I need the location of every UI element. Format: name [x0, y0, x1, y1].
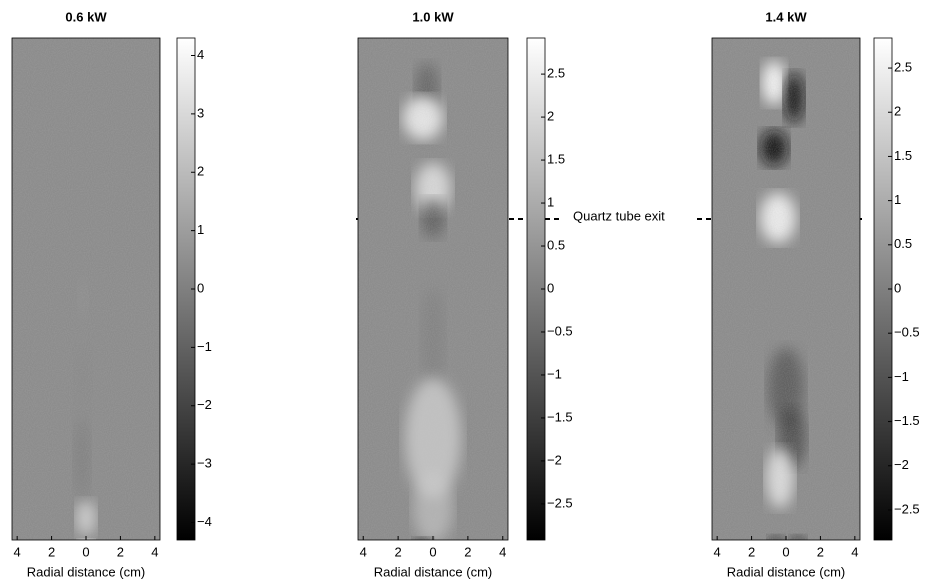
x-tick-label: 2 — [48, 544, 55, 559]
colorbar-tick-label: −2.5 — [547, 495, 573, 510]
colorbar-tick-label: 2 — [547, 109, 554, 124]
image-panel — [12, 38, 160, 540]
x-tick-label: 2 — [117, 544, 124, 559]
colorbar-tick-label: −1 — [197, 339, 212, 354]
x-axis-label: Radial distance (cm) — [374, 564, 493, 579]
colorbar-tick-label: 0 — [547, 280, 554, 295]
colorbar-tick-label: 1 — [547, 194, 554, 209]
colorbar-tick-label: 3 — [197, 105, 204, 120]
colorbar-tick-label: 0 — [197, 280, 204, 295]
colorbar-tick-label: 4 — [197, 47, 204, 62]
colorbar-tick-label: −2 — [547, 452, 562, 467]
colorbar-tick-label: −0.5 — [894, 325, 920, 340]
x-tick-label: 2 — [464, 544, 471, 559]
x-tick-label: 4 — [360, 544, 367, 559]
x-tick-label: 4 — [14, 544, 21, 559]
colorbar-tick-label: −2 — [197, 397, 212, 412]
colorbar-tick-label: −1 — [894, 369, 909, 384]
colorbar-tick-label: 0.5 — [894, 236, 912, 251]
image-noise — [12, 38, 160, 540]
colorbar-tick-label: −2.5 — [894, 501, 920, 516]
colorbar-tick-label: 1 — [197, 222, 204, 237]
x-tick-label: 4 — [714, 544, 721, 559]
colorbar-tick-label: 2 — [197, 164, 204, 179]
x-tick-label: 2 — [394, 544, 401, 559]
x-tick-label: 4 — [499, 544, 506, 559]
colorbar-tick-label: 2.5 — [547, 66, 565, 81]
x-tick-label: 4 — [151, 544, 158, 559]
colorbar-tick-label: 2.5 — [894, 59, 912, 74]
x-axis-label: Radial distance (cm) — [27, 564, 146, 579]
colorbar-tick-label: 2 — [894, 104, 901, 119]
x-axis-label: Radial distance (cm) — [727, 564, 846, 579]
panel-title: 0.6 kW — [65, 9, 107, 24]
colorbar-tick-label: −4 — [197, 514, 212, 529]
image-noise — [358, 38, 508, 540]
x-tick-label: 0 — [82, 544, 89, 559]
annotation: Quartz tube exit — [573, 208, 665, 223]
colorbar-tick-label: 0.5 — [547, 237, 565, 252]
colorbar-tick-label: −1.5 — [547, 409, 573, 424]
panel-title: 1.0 kW — [412, 9, 454, 24]
colorbar-tick-label: −3 — [197, 456, 212, 471]
colorbar-tick-label: −1 — [547, 366, 562, 381]
x-tick-label: 4 — [851, 544, 858, 559]
panel-title: 1.4 kW — [765, 9, 807, 24]
x-tick-label: 2 — [817, 544, 824, 559]
x-tick-label: 0 — [429, 544, 436, 559]
image-panel — [358, 38, 508, 540]
colorbar-tick-label: 0 — [894, 280, 901, 295]
x-tick-label: 0 — [782, 544, 789, 559]
colorbar-tick-label: −2 — [894, 457, 909, 472]
colorbar-tick-label: 1 — [894, 192, 901, 207]
colorbar-tick-label: −0.5 — [547, 323, 573, 338]
x-tick-label: 2 — [748, 544, 755, 559]
colorbar-tick-label: 1.5 — [547, 151, 565, 166]
image-panel — [712, 38, 860, 540]
colorbar-tick-label: −1.5 — [894, 413, 920, 428]
image-noise — [712, 38, 860, 540]
colorbar-tick-label: 1.5 — [894, 148, 912, 163]
